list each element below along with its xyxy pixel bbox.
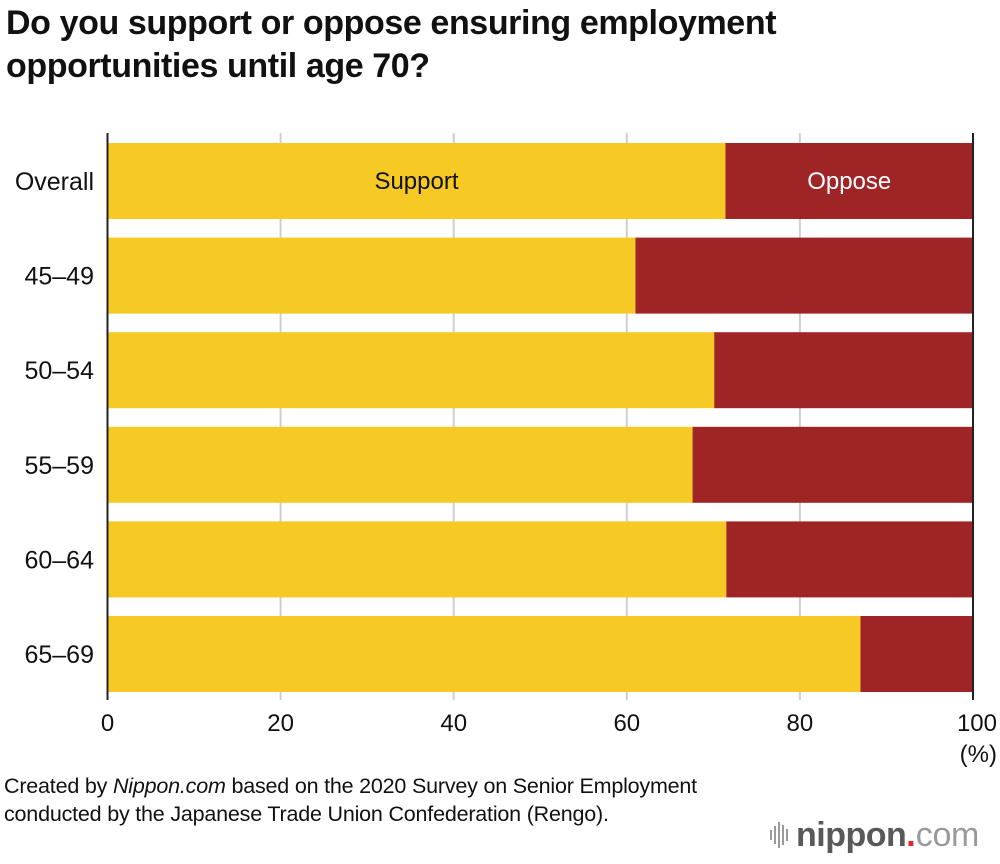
bar-oppose-0 [725, 143, 973, 219]
x-tick-label-40: 40 [440, 710, 467, 737]
category-label-4: 60–64 [24, 546, 94, 574]
sound-bars-icon [770, 821, 788, 849]
category-label-2: 50–54 [24, 357, 94, 385]
source-brand: Nippon.com [112, 774, 226, 798]
bar-support-3 [107, 426, 693, 503]
gridlines [279, 133, 801, 700]
series-label-oppose: Oppose [807, 168, 891, 195]
bar-support-4 [107, 521, 727, 598]
source-text: based on the 2020 Survey on Senior Emplo… [4, 774, 697, 826]
bar-oppose-4 [726, 521, 973, 598]
bar-support-2 [107, 332, 715, 409]
x-tick-label-100: 100 [957, 710, 997, 737]
bar-support-0 [107, 143, 726, 219]
nippon-logo: nippon. com [770, 818, 979, 852]
logo-name: nippon [796, 816, 907, 854]
bar-oppose-1 [635, 237, 973, 314]
series-label-support: Support [374, 168, 458, 195]
axes [106, 133, 974, 700]
category-label-5: 65–69 [24, 641, 94, 669]
chart-title: Do you support or oppose ensuring employ… [6, 4, 777, 85]
logo-dot: . [906, 816, 916, 854]
x-tick-label-0: 0 [101, 710, 114, 737]
x-tick-label-80: 80 [787, 710, 814, 737]
category-label-3: 55–59 [24, 452, 94, 480]
x-tick-label-60: 60 [613, 710, 640, 737]
bar-oppose-3 [692, 426, 973, 503]
x-tick-label-20: 20 [267, 710, 294, 737]
bar-support-5 [107, 616, 861, 692]
category-label-0: Overall [15, 168, 94, 196]
bar-oppose-5 [860, 616, 973, 692]
bars [107, 143, 973, 692]
source-note: Created by Nippon.com based on the 2020 … [4, 772, 774, 828]
bar-oppose-2 [714, 332, 973, 409]
source-prefix: Created by [4, 774, 113, 798]
labels: Support Oppose Overall 45–49 50–54 55–59 60–64… [15, 168, 997, 768]
logo-tld: com [915, 816, 980, 854]
category-label-1: 45–49 [24, 263, 94, 291]
bar-support-1 [107, 237, 636, 314]
x-unit-label: (%) [960, 741, 997, 768]
